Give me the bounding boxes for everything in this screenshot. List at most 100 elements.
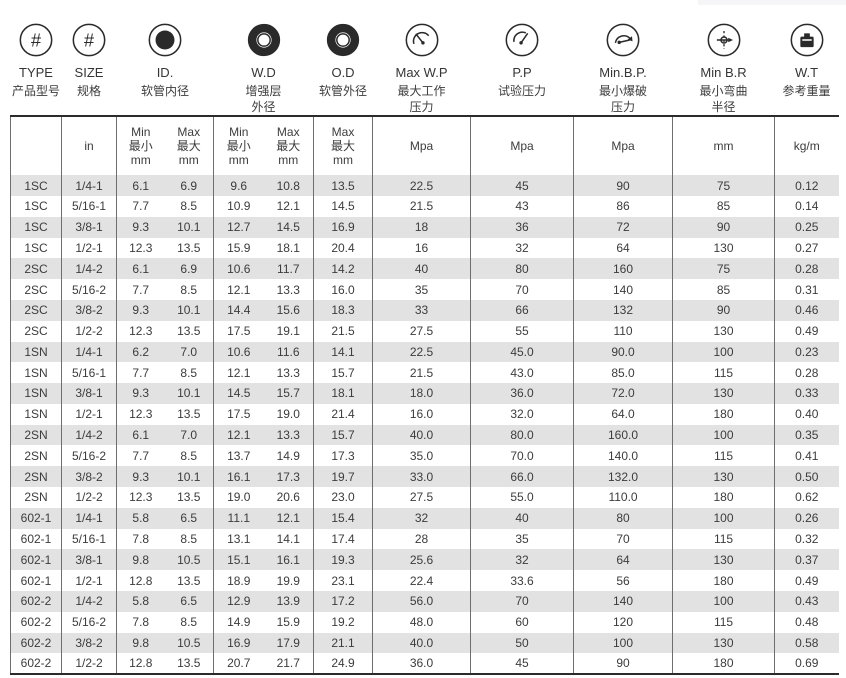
- header-en: O.D: [331, 65, 355, 80]
- table-row: 1SC 3/8-1 9.3 10.1 12.7 14.5 16.9 18 36 72 90 0.25: [10, 216, 839, 238]
- bend-radius-icon: [705, 21, 743, 59]
- table-row: 1SC 1/4-1 6.1 6.9 9.6 10.8 13.5 22.5 45 90 75 0.12: [10, 175, 839, 196]
- cell-id_min: 12.8: [129, 656, 153, 671]
- cell-wt: 0.48: [795, 615, 819, 630]
- cell-min_br: 130: [672, 466, 776, 488]
- cell-id_max: 13.5: [164, 237, 215, 259]
- header-wd: W.D 增强层 外径: [213, 0, 314, 118]
- unit-size: in: [61, 116, 117, 176]
- table-row: 1SN 3/8-1 9.3 10.1 14.5 15.7 18.1 18.0 36.0 72.0 1…: [10, 383, 839, 404]
- cell-id_min: 9.3: [132, 386, 150, 401]
- cell-min_br: 100: [672, 507, 776, 529]
- cell-pp: 80.0: [470, 424, 575, 446]
- cell-size: 1/2-1: [61, 237, 117, 259]
- cell-pp: 32.0: [470, 403, 575, 425]
- cell-wd_min: 12.1: [227, 428, 251, 443]
- cell-id_min: 9.3: [132, 469, 150, 484]
- cell-wd_max: 17.9: [263, 632, 315, 654]
- cell-wd_min: 12.1: [227, 282, 251, 297]
- cell-size: 1/4-2: [61, 591, 117, 612]
- table-row: 2SC 3/8-2 9.3 10.1 14.4 15.6 18.3 33 66 132 90 0.46: [10, 299, 839, 321]
- cell-wd_max: 14.5: [263, 216, 315, 238]
- cell-wd_min: 14.9: [227, 615, 251, 630]
- table-row: 602-2 1/2-2 12.8 13.5 20.7 21.7 24.9 36.0 45 90 18…: [10, 653, 839, 675]
- table-row: 602-2 1/4-2 5.8 6.5 12.9 13.9 17.2 56.0 70 140 100…: [10, 591, 839, 612]
- header-zh: 软管外径: [319, 83, 368, 98]
- cell-max_wp: 35.0: [372, 445, 472, 467]
- table-row: 602-1 1/2-1 12.8 13.5 18.9 19.9 23.1 22.4 33.6 56…: [10, 570, 839, 592]
- cell-wt: 0.40: [795, 407, 819, 422]
- header-size: # SIZE 规格: [61, 0, 117, 118]
- cell-id_max: 10.5: [164, 549, 215, 571]
- cell-id_min: 9.8: [132, 552, 150, 567]
- header-zh: 软管内径: [141, 83, 190, 98]
- header-en: W.T: [794, 65, 819, 80]
- cell-type: 1SN: [10, 403, 62, 425]
- table-body: 1SC 1/4-1 6.1 6.9 9.6 10.8 13.5 22.5 45 90 75 0.12 1…: [10, 175, 839, 675]
- table-row: 602-1 5/16-1 7.8 8.5 13.1 14.1 17.4 28 35 70 115 0.…: [10, 528, 839, 550]
- unit-wt: kg/m: [793, 138, 820, 153]
- cell-max_wp: 22.5: [372, 175, 472, 196]
- cell-type: 602-1: [10, 570, 62, 592]
- cell-min_br: 130: [672, 632, 776, 654]
- cell-pp: 50: [470, 632, 575, 654]
- cell-max_wp: 25.6: [372, 549, 472, 571]
- header-en: P.P: [512, 65, 532, 80]
- cell-id_max: 7.0: [164, 341, 215, 363]
- cell-max_wp: 18: [372, 216, 472, 238]
- table-row: 2SC 1/2-2 12.3 13.5 17.5 19.1 21.5 27.5 55 110 130…: [10, 320, 839, 342]
- cell-max_wp: 40.0: [372, 632, 472, 654]
- cell-max_wp: 56.0: [372, 591, 472, 612]
- cell-size: 5/16-1: [61, 362, 117, 384]
- cell-pp: 66.0: [470, 466, 575, 488]
- hash-circle-icon: #: [70, 21, 108, 59]
- cell-id_min: 6.1: [132, 261, 150, 276]
- cell-pp: 36.0: [470, 383, 575, 404]
- table-row: 2SN 3/8-2 9.3 10.1 16.1 17.3 19.7 33.0 66.0 132.0…: [10, 466, 839, 488]
- cell-min_br: 130: [672, 237, 776, 259]
- cell-type: 602-2: [10, 591, 62, 612]
- cell-wd_max: 11.6: [263, 341, 315, 363]
- header-en: Max W.P: [395, 65, 448, 80]
- cell-type: 2SC: [10, 279, 62, 300]
- cell-type: 2SN: [10, 466, 62, 488]
- cell-wd_min: 10.6: [227, 344, 251, 359]
- cell-size: 5/16-2: [61, 611, 117, 633]
- cell-pp: 55: [470, 320, 575, 342]
- cell-pp: 43: [470, 195, 575, 217]
- cell-min_bp: 70: [573, 528, 674, 550]
- cell-id_min: 9.8: [132, 636, 150, 651]
- cell-pp: 36: [470, 216, 575, 238]
- cell-id_max: 10.1: [164, 466, 215, 488]
- unit-id-max: Max 最大 mm: [164, 116, 215, 176]
- cell-pp: 45: [470, 653, 575, 675]
- cell-wd_min: 12.1: [227, 365, 251, 380]
- cell-od_max: 21.4: [313, 403, 374, 425]
- header-zh: 最小弯曲 半径: [699, 83, 748, 114]
- cell-size: 1/4-1: [61, 341, 117, 363]
- cell-min_bp: 160: [573, 258, 674, 280]
- header-type: # TYPE 产品型号: [10, 0, 62, 118]
- cell-min_bp: 72.0: [573, 383, 674, 404]
- cell-type: 602-1: [10, 507, 62, 529]
- cell-pp: 45: [470, 175, 575, 196]
- cell-type: 2SN: [10, 487, 62, 508]
- cell-id_max: 13.5: [164, 570, 215, 592]
- cell-id_max: 8.5: [164, 611, 215, 633]
- unit-min-br: mm: [672, 116, 776, 176]
- inner-diameter-icon: [146, 21, 184, 59]
- header-zh: 参考重量: [782, 83, 831, 98]
- cell-wd_max: 13.3: [263, 362, 315, 384]
- weight-icon: [788, 21, 826, 59]
- cell-pp: 70.0: [470, 445, 575, 467]
- cell-wd_max: 20.6: [263, 487, 315, 508]
- cell-min_bp: 120: [573, 611, 674, 633]
- cell-wd_max: 14.9: [263, 445, 315, 467]
- cell-min_bp: 90.0: [573, 341, 674, 363]
- cell-max_wp: 48.0: [372, 611, 472, 633]
- cell-id_min: 12.3: [129, 240, 153, 255]
- table-row: 602-1 3/8-1 9.8 10.5 15.1 16.1 19.3 25.6 32 64 130…: [10, 549, 839, 571]
- cell-od_max: 18.1: [313, 383, 374, 404]
- unit-id-min: Min 最小 mm: [128, 124, 153, 168]
- cell-od_max: 23.1: [313, 570, 374, 592]
